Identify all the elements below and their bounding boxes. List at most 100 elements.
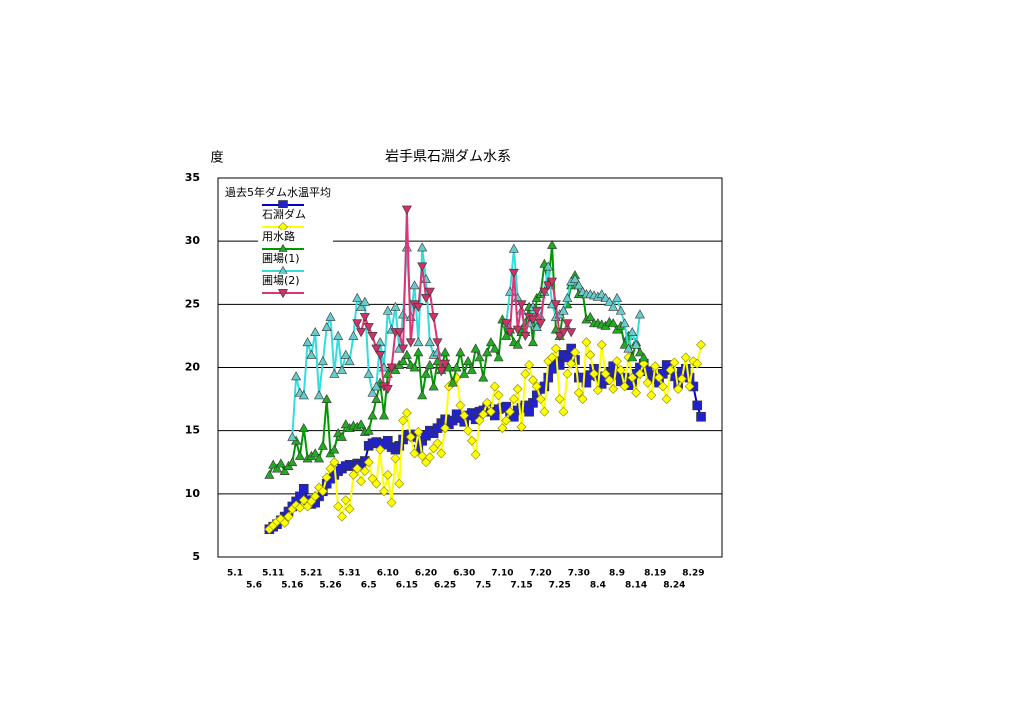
marker bbox=[696, 339, 706, 350]
x-tick-label: 6.25 bbox=[434, 581, 456, 591]
marker bbox=[558, 328, 569, 338]
marker bbox=[348, 330, 359, 340]
marker bbox=[390, 453, 401, 464]
marker bbox=[466, 435, 477, 446]
marker bbox=[558, 305, 569, 315]
marker bbox=[562, 368, 573, 379]
y-tick-label: 5 bbox=[192, 550, 200, 563]
marker bbox=[482, 397, 493, 408]
marker bbox=[520, 368, 531, 379]
marker bbox=[440, 359, 451, 369]
marker bbox=[611, 292, 623, 302]
marker bbox=[272, 463, 283, 473]
marker bbox=[306, 349, 317, 359]
marker bbox=[600, 368, 611, 379]
marker bbox=[302, 337, 313, 347]
marker bbox=[329, 444, 340, 454]
marker bbox=[612, 356, 622, 367]
marker bbox=[581, 337, 592, 348]
marker bbox=[367, 332, 378, 342]
marker bbox=[634, 309, 645, 319]
marker bbox=[493, 390, 504, 401]
marker bbox=[325, 311, 336, 321]
marker bbox=[310, 327, 321, 337]
series bbox=[264, 337, 706, 535]
marker bbox=[608, 318, 619, 328]
marker bbox=[478, 372, 489, 382]
x-tick-label: 7.15 bbox=[510, 581, 532, 591]
marker bbox=[531, 321, 542, 331]
marker bbox=[673, 384, 684, 394]
marker bbox=[539, 406, 550, 417]
legend-bg bbox=[258, 252, 333, 266]
marker bbox=[413, 347, 424, 357]
legend-bg bbox=[258, 208, 333, 222]
marker bbox=[379, 486, 389, 497]
marker bbox=[650, 361, 661, 372]
marker bbox=[417, 390, 428, 400]
x-tick-label: 8.9 bbox=[609, 569, 625, 579]
marker bbox=[428, 381, 439, 391]
marker bbox=[382, 469, 393, 480]
marker bbox=[547, 352, 557, 363]
marker bbox=[569, 273, 580, 283]
marker bbox=[463, 425, 473, 436]
marker bbox=[642, 377, 653, 388]
marker bbox=[432, 338, 443, 348]
x-tick-label: 6.10 bbox=[377, 569, 399, 579]
legend-bg bbox=[258, 274, 333, 288]
marker bbox=[638, 358, 649, 369]
marker bbox=[333, 501, 344, 512]
x-tick-label: 6.15 bbox=[396, 581, 418, 591]
marker bbox=[466, 364, 477, 374]
marker bbox=[459, 410, 470, 421]
marker bbox=[501, 330, 512, 340]
marker bbox=[275, 458, 286, 468]
marker bbox=[447, 377, 458, 387]
legend-bg bbox=[258, 230, 333, 244]
marker bbox=[363, 368, 374, 378]
marker bbox=[317, 356, 328, 366]
marker bbox=[356, 328, 367, 338]
marker bbox=[539, 287, 550, 297]
marker bbox=[329, 457, 340, 468]
y-tick-label: 20 bbox=[185, 361, 201, 374]
marker bbox=[512, 339, 523, 349]
marker bbox=[566, 358, 577, 369]
marker bbox=[512, 384, 523, 394]
marker bbox=[634, 368, 645, 379]
y-tick-label: 30 bbox=[185, 234, 201, 247]
marker bbox=[696, 411, 706, 422]
marker bbox=[436, 367, 447, 377]
marker bbox=[398, 415, 409, 426]
marker bbox=[382, 385, 393, 395]
marker bbox=[566, 328, 577, 338]
marker bbox=[321, 393, 332, 403]
marker bbox=[501, 319, 512, 329]
marker bbox=[405, 338, 416, 348]
marker bbox=[619, 318, 630, 328]
marker bbox=[512, 325, 523, 335]
marker bbox=[336, 364, 347, 374]
marker bbox=[294, 450, 305, 460]
x-tick-label: 5.1 bbox=[227, 569, 243, 579]
marker bbox=[482, 347, 493, 357]
legend-bg bbox=[225, 186, 367, 200]
marker bbox=[367, 387, 378, 397]
marker bbox=[359, 313, 370, 323]
x-tick-label: 7.25 bbox=[549, 581, 571, 591]
marker bbox=[359, 466, 370, 477]
marker bbox=[340, 349, 351, 359]
marker bbox=[470, 449, 481, 460]
marker bbox=[443, 362, 454, 372]
y-axis-label: 度 bbox=[210, 150, 223, 166]
x-tick-label: 5.26 bbox=[319, 581, 341, 591]
marker bbox=[279, 517, 290, 528]
marker bbox=[554, 360, 565, 370]
marker bbox=[596, 339, 607, 350]
marker bbox=[486, 406, 496, 417]
marker bbox=[692, 400, 703, 411]
x-tick-label: 8.29 bbox=[682, 569, 704, 579]
marker bbox=[344, 504, 355, 514]
